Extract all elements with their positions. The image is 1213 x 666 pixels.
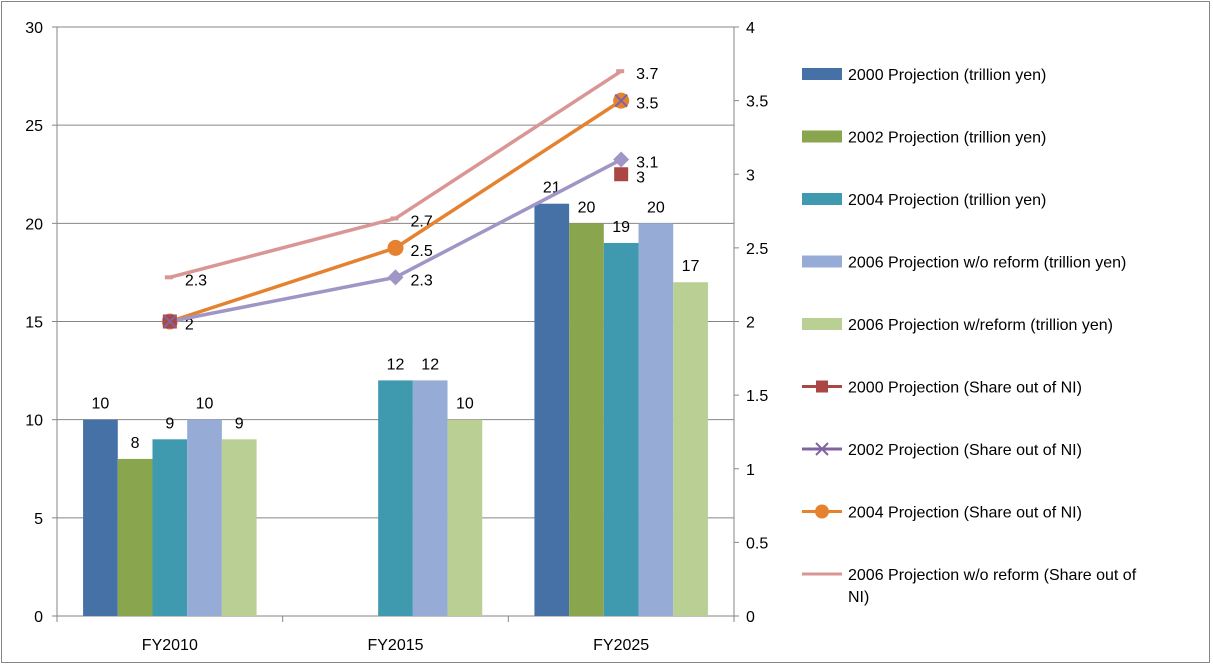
bar-data-label: 10 (196, 396, 214, 413)
line-data-label: 3.5 (636, 96, 658, 113)
line-data-label: 2.7 (411, 213, 433, 230)
bar-data-label: 9 (165, 415, 174, 432)
x-tick-label: FY2015 (367, 637, 423, 654)
bar (83, 419, 118, 616)
y-right-tick-label: 1 (746, 462, 755, 479)
legend-label-cont: NI) (848, 589, 869, 606)
line-data-label: 3.1 (636, 155, 658, 172)
bar (603, 242, 639, 616)
legend-label: 2000 Projection (Share out of NI) (848, 380, 1082, 397)
y-right-tick-label: 3.5 (746, 94, 768, 111)
y-left-tick-label: 25 (25, 118, 43, 135)
bar-data-label: 10 (92, 396, 110, 413)
y-left-tick-label: 10 (25, 413, 43, 430)
line-point-square (614, 167, 629, 182)
y-left-tick-label: 0 (34, 609, 43, 626)
legend-label: 2004 Projection (trillion yen) (848, 192, 1046, 209)
line-point-x (163, 314, 177, 329)
line-data-label: 2 (185, 317, 194, 334)
y-left-tick-label: 5 (34, 511, 43, 528)
line-point-circle (387, 239, 404, 256)
legend-label: 2006 Projection w/o reform (Share out of (848, 567, 1137, 584)
legend-swatch (802, 318, 842, 330)
bar (221, 439, 257, 616)
y-right-tick-label: 0.5 (746, 535, 768, 552)
legend-swatch (802, 193, 842, 205)
bar (534, 203, 570, 616)
bar (638, 223, 674, 617)
bar-data-label: 20 (647, 199, 665, 216)
bar (673, 282, 708, 616)
line-data-label: 3 (636, 169, 645, 186)
line-end-cap (616, 69, 625, 74)
bar-data-label: 8 (131, 435, 140, 452)
bar-data-label: 17 (682, 258, 700, 275)
legend-label: 2006 Projection w/o reform (trillion yen… (848, 255, 1126, 272)
line-data-label: 2.5 (411, 243, 433, 260)
bar (569, 223, 604, 617)
bar-data-label: 9 (235, 415, 244, 432)
legend-swatch (802, 255, 842, 268)
x-tick-label: FY2025 (593, 637, 649, 654)
legend-swatch (802, 130, 842, 143)
line-point-x (614, 93, 628, 108)
bar (412, 380, 448, 616)
line-data-label: 2.3 (185, 272, 207, 289)
line-end-cap (164, 275, 173, 280)
y-left-tick-label: 15 (25, 315, 43, 332)
legend-label: 2004 Projection (Share out of NI) (848, 505, 1082, 522)
legend-label: 2000 Projection (trillion yen) (848, 67, 1046, 84)
bar (187, 419, 222, 616)
legend-marker (815, 504, 829, 519)
legend-label: 2006 Projection w/reform (trillion yen) (848, 317, 1113, 334)
legend-swatch (802, 68, 842, 80)
line-end-cap (390, 216, 399, 221)
x-tick-label: FY2010 (142, 637, 198, 654)
bar (152, 439, 188, 616)
line-data-label: 3.7 (636, 66, 658, 83)
bar-data-label: 20 (578, 199, 596, 216)
bar (117, 458, 153, 616)
line-point-diamond (387, 269, 404, 286)
legend-marker (815, 442, 829, 456)
y-right-tick-label: 0 (746, 609, 755, 626)
y-right-tick-label: 4 (746, 20, 755, 37)
y-right-tick-label: 1.5 (746, 388, 768, 405)
legend-label: 2002 Projection (Share out of NI) (848, 442, 1082, 459)
bar (447, 419, 483, 616)
legend-marker (816, 380, 828, 393)
line-data-label: 2.3 (411, 272, 433, 289)
bar (378, 380, 413, 616)
bar-data-label: 10 (456, 396, 474, 413)
y-right-tick-label: 2.5 (746, 241, 768, 258)
y-right-tick-label: 2 (746, 315, 755, 332)
legend-label: 2002 Projection (trillion yen) (848, 130, 1046, 147)
y-left-tick-label: 20 (25, 216, 43, 233)
y-right-tick-label: 3 (746, 167, 755, 184)
bar-data-label: 12 (387, 356, 405, 373)
bar-data-label: 19 (612, 219, 630, 236)
y-left-tick-label: 30 (25, 20, 43, 37)
bar-data-label: 12 (421, 356, 439, 373)
line-point-diamond (613, 151, 630, 168)
